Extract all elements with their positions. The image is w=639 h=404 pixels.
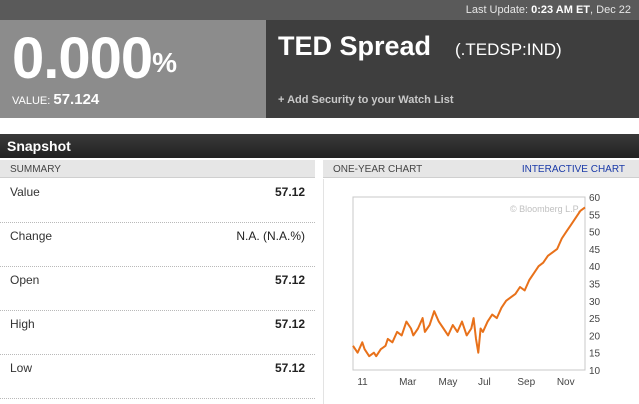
summary-row-label: High <box>10 317 35 331</box>
y-tick-label: 50 <box>589 228 601 239</box>
x-tick-label: May <box>439 377 458 388</box>
summary-row-label: Low <box>10 361 33 375</box>
chart-copyright: © Bloomberg L.P. <box>510 204 580 214</box>
summary-header: SUMMARY <box>0 160 315 178</box>
y-tick-label: 60 <box>589 193 601 204</box>
y-tick-label: 35 <box>589 280 601 291</box>
y-tick-label: 30 <box>589 297 601 308</box>
chart-header: ONE-YEAR CHART INTERACTIVE CHART <box>323 160 639 178</box>
summary-row-high: High 57.12 <box>0 311 315 355</box>
plot-area <box>352 196 586 371</box>
interactive-chart-link[interactable]: INTERACTIVE CHART <box>521 164 625 175</box>
x-tick-label: Nov <box>557 377 575 388</box>
last-update-label: Last Update: <box>465 4 529 16</box>
security-title-panel: TED Spread (.TEDSP:IND) + Add Security t… <box>266 20 639 118</box>
summary-row-value: Value 57.12 <box>0 179 315 223</box>
add-to-watchlist-link[interactable]: + Add Security to your Watch List <box>278 94 454 106</box>
current-value: VALUE: 57.124 <box>12 91 99 108</box>
summary-row-value-text: N.A. (N.A.%) <box>236 229 305 243</box>
y-tick-label: 55 <box>589 210 601 221</box>
change-percent-number: 0.000 <box>12 26 153 91</box>
y-tick-label: 25 <box>589 314 601 325</box>
summary-row-value-text: 57.12 <box>274 273 305 287</box>
chart-svg: © Bloomberg L.P. 1015202530354045505560 … <box>352 193 601 388</box>
y-tick-label: 40 <box>589 262 601 273</box>
last-update-bar: Last Update: 0:23 AM ET, Dec 22 <box>0 0 639 20</box>
summary-row-change: Change N.A. (N.A.%) <box>0 223 315 267</box>
y-tick-label: 10 <box>589 366 601 377</box>
x-tick-label: Mar <box>399 377 417 388</box>
summary-row-value-text: 57.12 <box>274 361 305 375</box>
security-ticker: (.TEDSP:IND) <box>455 40 562 59</box>
y-tick-label: 20 <box>589 331 601 342</box>
series-line <box>352 206 586 358</box>
one-year-chart: © Bloomberg L.P. 10 15 20 25 30 35 40 45 50 55 60 … <box>323 179 639 404</box>
security-name: TED Spread <box>278 31 432 61</box>
change-percent: 0.000% <box>12 27 177 91</box>
summary-row-value-text: 57.12 <box>274 185 305 199</box>
summary-row-low: Low 57.12 <box>0 355 315 399</box>
summary-row-open: Open 57.12 <box>0 267 315 311</box>
value-number: 57.124 <box>53 91 100 108</box>
summary-row-label: Open <box>10 273 40 287</box>
snapshot-title: Snapshot <box>0 134 639 158</box>
quote-value-panel: 0.000% VALUE: 57.124 <box>0 20 266 118</box>
last-update-date: , Dec 22 <box>590 4 631 16</box>
last-update-time: 0:23 AM ET <box>531 4 591 16</box>
y-tick-label: 45 <box>589 245 601 256</box>
panel-divider <box>315 160 323 404</box>
x-tick-label: Sep <box>517 377 535 388</box>
x-tick-label: 11 <box>357 377 368 388</box>
percent-sign: % <box>152 47 178 78</box>
summary-row-value-text: 57.12 <box>274 317 305 331</box>
value-label: VALUE: <box>12 95 51 107</box>
summary-table: Value 57.12 Change N.A. (N.A.%) Open 57.… <box>0 179 315 399</box>
summary-row-label: Value <box>10 185 40 199</box>
summary-row-label: Change <box>10 229 53 243</box>
y-tick-label: 15 <box>589 349 601 360</box>
x-tick-label: Jul <box>478 377 491 388</box>
chart-header-title: ONE-YEAR CHART <box>333 164 423 175</box>
